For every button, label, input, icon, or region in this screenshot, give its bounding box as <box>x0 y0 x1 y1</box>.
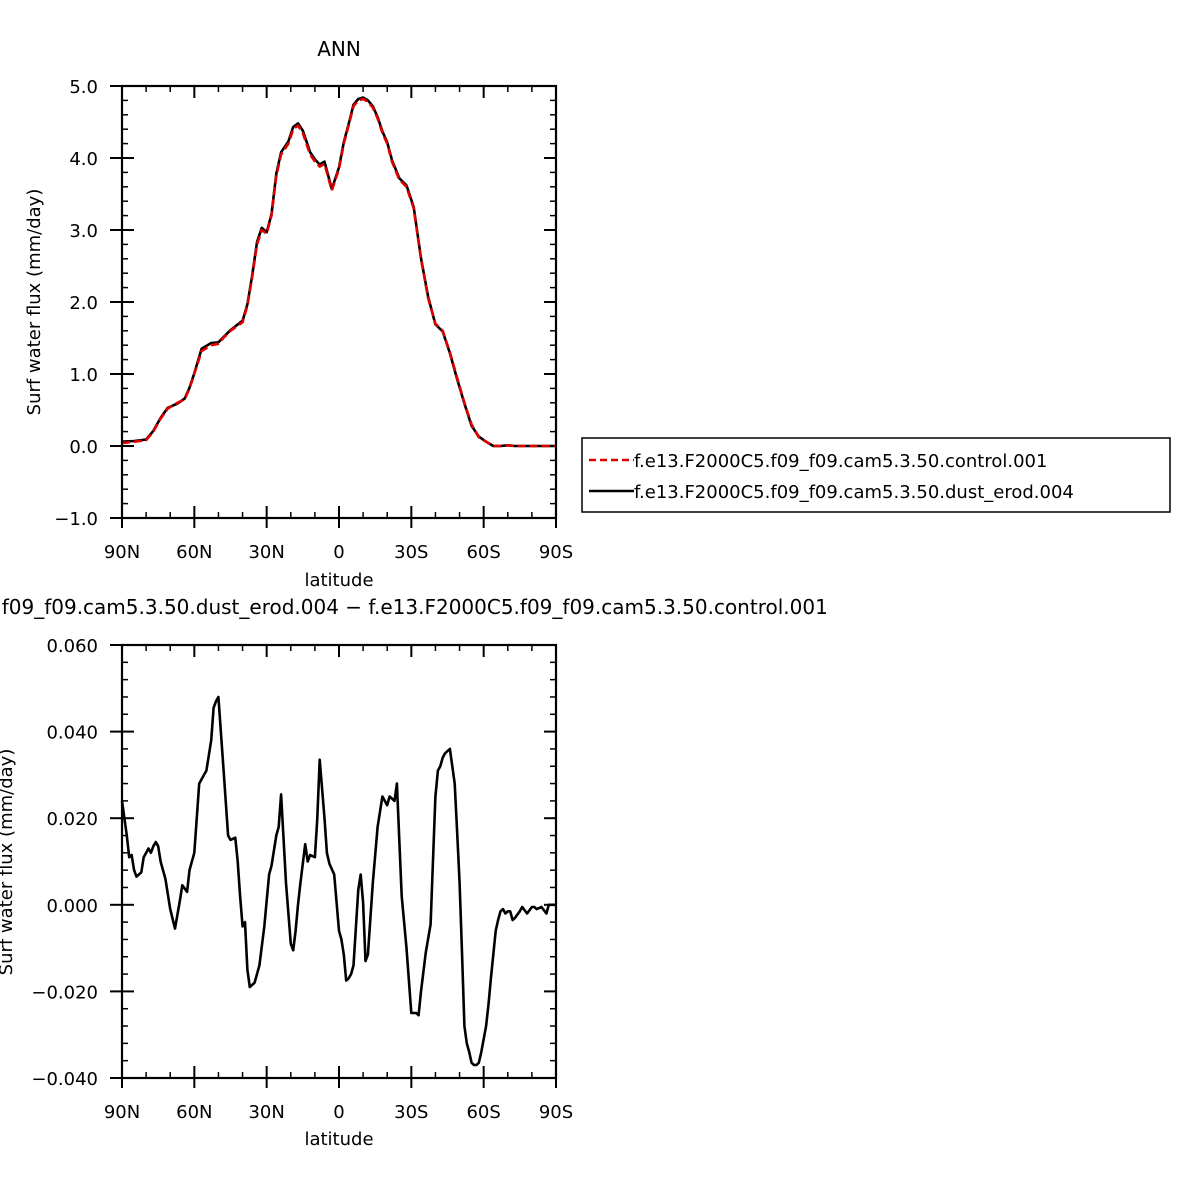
series-line-difference-0 <box>120 695 556 1067</box>
y-tick-label: 0.000 <box>46 896 98 917</box>
legend-label-experiment: f.e13.F2000C5.f09_f09.cam5.3.50.dust_ero… <box>634 482 1074 503</box>
x-tick-label: 90S <box>539 542 573 563</box>
x-tick-label: 90S <box>539 1102 573 1123</box>
legend: f.e13.F2000C5.f09_f09.cam5.3.50.control.… <box>581 437 1171 513</box>
y-tick-label: 2.0 <box>69 293 98 314</box>
chart-annual-lines <box>121 96 556 448</box>
x-tick-label: 60S <box>466 1102 500 1123</box>
x-tick-label: 60N <box>176 1102 212 1123</box>
chart-difference-xlabel: latitude <box>304 1129 373 1150</box>
chart-difference-frame <box>120 643 558 1080</box>
chart-difference-ylabel: Surf water flux (mm/day) <box>0 749 17 976</box>
chart-annual-xlabel: latitude <box>304 570 373 591</box>
x-tick-label: 0 <box>333 1102 344 1123</box>
x-tick-label: 90N <box>104 542 140 563</box>
y-tick-label: 5.0 <box>69 77 98 98</box>
x-tick-label: 30S <box>394 1102 428 1123</box>
chart-annual: ANN Surf water flux (mm/day) latitude 90… <box>24 37 573 591</box>
legend-label-control: f.e13.F2000C5.f09_f09.cam5.3.50.control.… <box>634 451 1047 472</box>
chart-difference-title: f.e13.F2000C5.f09_f09.cam5.3.50.dust_ero… <box>0 595 828 619</box>
chart-difference: f.e13.F2000C5.f09_f09.cam5.3.50.dust_ero… <box>0 595 828 1150</box>
y-tick-label: 0.0 <box>69 437 98 458</box>
y-tick-label: 3.0 <box>69 221 98 242</box>
x-tick-label: 60N <box>176 542 212 563</box>
y-tick-label: −1.0 <box>54 509 98 530</box>
chart-annual-title: ANN <box>317 37 361 61</box>
y-tick-label: −0.040 <box>31 1069 98 1090</box>
x-tick-label: 30N <box>248 1102 284 1123</box>
legend-box <box>581 437 1171 513</box>
y-tick-label: −0.020 <box>31 982 98 1003</box>
series-line-annual-0 <box>121 97 556 448</box>
x-tick-label: 30N <box>248 542 284 563</box>
chart-annual-ticks: 90N 60N 30N 0 30S 60S 90S −1.0 0.0 1.0 2.0 3.0 4.0 5.… <box>54 77 573 563</box>
chart-difference-ticks: 90N 60N 30N 0 30S 60S 90S −0.040 −0.020 0.000 0.02… <box>31 636 573 1123</box>
x-tick-label: 90N <box>104 1102 140 1123</box>
y-tick-label: 4.0 <box>69 149 98 170</box>
chart-annual-ylabel: Surf water flux (mm/day) <box>24 189 45 416</box>
chart-difference-lines <box>120 695 556 1067</box>
y-tick-label: 0.060 <box>46 636 98 657</box>
x-tick-label: 0 <box>333 542 344 563</box>
x-tick-label: 30S <box>394 542 428 563</box>
y-tick-label: 0.020 <box>46 809 98 830</box>
x-tick-label: 60S <box>466 542 500 563</box>
chart-annual-frame <box>120 84 558 520</box>
y-tick-label: 1.0 <box>69 365 98 386</box>
y-tick-label: 0.040 <box>46 723 98 744</box>
